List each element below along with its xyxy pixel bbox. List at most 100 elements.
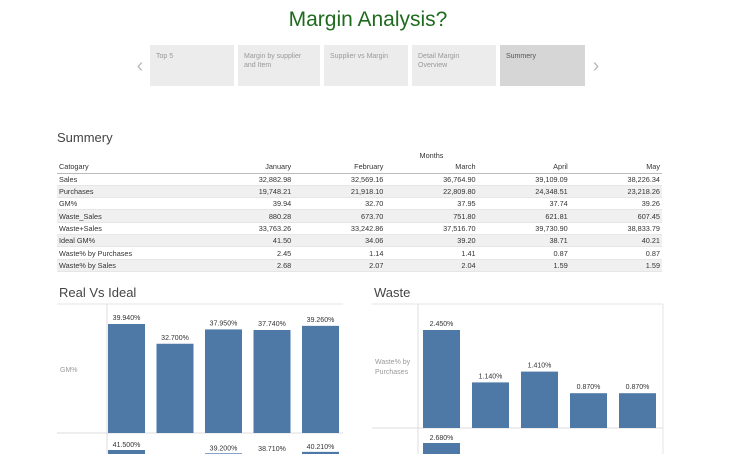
- cell-value: 34.06: [293, 234, 386, 248]
- cell-value: 2.68: [201, 259, 294, 272]
- chart-title-waste: Waste: [374, 285, 411, 300]
- bar[interactable]: [423, 330, 460, 428]
- cell-value: 1.14: [293, 246, 386, 260]
- table-row: Waste% by Sales 2.68 2.07 2.04 1.59 1.59: [57, 259, 662, 272]
- table-row: GM% 39.94 32.70 37.95 37.74 39.26: [57, 197, 662, 211]
- row-label: Sales: [57, 173, 201, 186]
- row-label: Purchases: [57, 185, 201, 199]
- data-label: 37.740%: [258, 321, 286, 328]
- tab-detail-margin-overview[interactable]: Detail Margin Overview: [412, 45, 496, 86]
- cell-value: 880.28: [201, 209, 294, 223]
- cell-value: 1.59: [477, 259, 570, 272]
- month-header: January: [201, 161, 294, 174]
- data-label: 41.500%: [113, 442, 141, 449]
- data-label: 1.140%: [479, 373, 503, 380]
- cell-value: 751.80: [385, 209, 478, 223]
- cell-value: 1.41: [385, 246, 478, 260]
- row-label: GM%: [57, 197, 201, 211]
- tab-top-5[interactable]: Top 5: [150, 45, 234, 86]
- data-label: 39.200%: [210, 445, 238, 452]
- cell-value: 39.26: [569, 197, 662, 211]
- cell-value: 32.70: [293, 197, 386, 211]
- y-axis-label-line-1: Waste% by: [375, 359, 411, 366]
- month-header: May: [569, 161, 662, 174]
- y-axis-label-line-2: Purchases: [375, 369, 409, 376]
- cell-value: 39,730.90: [477, 222, 570, 236]
- tab-supplier-vs-margin[interactable]: Supplier vs Margin: [324, 45, 408, 86]
- table-row: Waste+Sales 33,763.26 33,242.86 37,516.70 39…: [57, 222, 662, 236]
- chart-title-real-vs-ideal: Real Vs Ideal: [59, 285, 137, 300]
- cell-value: 19,748.21: [201, 185, 294, 199]
- bar[interactable]: [423, 443, 460, 454]
- tab-margin-by-supplier[interactable]: Margin by supplier and Item: [238, 45, 320, 86]
- cell-value: 39,109.09: [477, 173, 570, 186]
- y-axis-label-waste-purchases: Waste% by Purchases: [375, 359, 412, 376]
- data-label: 0.870%: [626, 384, 650, 391]
- data-label: 38.710%: [258, 446, 286, 453]
- data-label: 40.210%: [307, 444, 335, 451]
- cell-value: 22,809.80: [385, 185, 478, 199]
- row-label: Waste% by Sales: [57, 259, 201, 272]
- bar[interactable]: [108, 450, 145, 454]
- cell-value: 37.74: [477, 197, 570, 211]
- chevron-right-icon[interactable]: ›: [592, 55, 600, 77]
- story-navigator: ‹ Top 5 Margin by supplier and Item Supp…: [130, 45, 605, 87]
- category-header: Catogary: [57, 161, 201, 174]
- cell-value: 37.95: [385, 197, 478, 211]
- bar[interactable]: [619, 393, 656, 428]
- bar[interactable]: [156, 343, 194, 433]
- table-row: Sales 32,882.98 32,569.16 36,764.90 39,109.0…: [57, 173, 662, 186]
- row-label: Waste% by Purchases: [57, 246, 201, 260]
- cell-value: 21,918.10: [293, 185, 386, 199]
- bar[interactable]: [570, 393, 607, 428]
- data-label: 0.870%: [577, 384, 601, 391]
- cell-value: 0.87: [477, 246, 570, 260]
- bar[interactable]: [205, 329, 242, 433]
- cell-value: 607.45: [569, 209, 662, 223]
- data-label: 2.680%: [430, 435, 454, 442]
- cell-value: 32,569.16: [293, 173, 386, 186]
- month-header: March: [385, 161, 478, 174]
- cell-value: 673.70: [293, 209, 386, 223]
- cell-value: 39.94: [201, 197, 294, 211]
- tab-summery[interactable]: Summery: [500, 45, 585, 86]
- bar[interactable]: [521, 371, 558, 428]
- cell-value: 36,764.90: [385, 173, 478, 186]
- table-row: Ideal GM% 41.50 34.06 39.20 38.71 40.21: [57, 234, 662, 248]
- cell-value: 2.07: [293, 259, 386, 272]
- cell-value: 2.04: [385, 259, 478, 272]
- table-row: Waste% by Purchases 2.45 1.14 1.41 0.87 0.87: [57, 246, 662, 260]
- data-label: 2.450%: [430, 321, 454, 328]
- row-label: Waste_Sales: [57, 209, 201, 223]
- data-label: 1.410%: [528, 363, 552, 370]
- bar[interactable]: [108, 324, 145, 433]
- cell-value: 33,763.26: [201, 222, 294, 236]
- bar[interactable]: [253, 330, 291, 433]
- data-label: 32.700%: [161, 335, 189, 342]
- bar[interactable]: [472, 382, 509, 428]
- y-axis-label-gm: GM%: [60, 367, 78, 374]
- cell-value: 38,226.34: [569, 173, 662, 186]
- chevron-left-icon[interactable]: ‹: [136, 55, 144, 77]
- cell-value: 38,833.79: [569, 222, 662, 236]
- data-label: 39.260%: [307, 317, 335, 324]
- summary-title: Summery: [57, 130, 113, 145]
- table-row: Waste_Sales 880.28 673.70 751.80 621.81 607.4…: [57, 209, 662, 223]
- row-label: Ideal GM%: [57, 234, 201, 248]
- cell-value: 39.20: [385, 234, 478, 248]
- cell-value: 32,882.98: [201, 173, 294, 186]
- month-header: April: [477, 161, 570, 174]
- cell-value: 41.50: [201, 234, 294, 248]
- month-header: February: [293, 161, 386, 174]
- cell-value: 33,242.86: [293, 222, 386, 236]
- cell-value: 0.87: [569, 246, 662, 260]
- cell-value: 1.59: [569, 259, 662, 272]
- data-label: 37.950%: [210, 320, 238, 327]
- cell-value: 23,218.26: [569, 185, 662, 199]
- cell-value: 621.81: [477, 209, 570, 223]
- cell-value: 37,516.70: [385, 222, 478, 236]
- bar[interactable]: [302, 325, 339, 433]
- months-header: Months: [419, 151, 444, 161]
- page-title: Margin Analysis?: [288, 8, 448, 31]
- cell-value: 24,348.51: [477, 185, 570, 199]
